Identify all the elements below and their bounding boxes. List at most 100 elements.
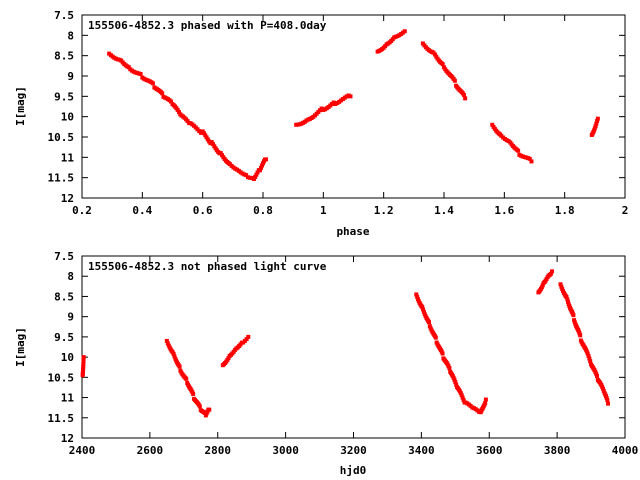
unphased-data-point [184,376,189,381]
phased-x-tick-label: 1.4 [434,204,454,217]
unphased-data-point [166,343,171,348]
unphased-data-point [605,398,610,403]
unphased-data-point [203,413,208,418]
phased-y-tick-label: 8.5 [54,50,74,63]
phased-data-point [176,110,181,115]
unphased-panel: 2400 2600 2800 3000 3200 3400 3600 3800 4000 7.5 8… [14,250,638,477]
unphased-data-point [81,359,86,364]
unphased-data-point [577,331,582,336]
phased-data-point [516,148,521,153]
phased-data-point [527,156,532,161]
phased-y-tick-label: 12 [61,192,74,205]
phased-y-tick-label: 7.5 [54,9,74,22]
phased-data-point [209,140,214,145]
unphased-y-tick-label: 10 [61,351,74,364]
unphased-data-point [483,401,488,406]
unphased-data-point [587,356,592,361]
unphased-data-point [447,366,452,371]
phased-data-point [432,52,437,57]
unphased-data-point [572,318,577,323]
phased-y-tick-label: 10.5 [48,131,75,144]
phased-data-point [592,126,597,131]
phased-data-point [452,78,457,83]
phased-x-tick-label: 0.6 [193,204,213,217]
unphased-data-point [427,324,432,329]
unphased-x-tick-label: 3200 [340,444,367,457]
unphased-data-point [550,269,555,274]
unphased-chart-title: 155506-4852.3 not phased light curve [88,260,327,273]
unphased-data-point [81,362,86,367]
phased-x-tick-label: 0.4 [132,204,152,217]
unphased-data-point [246,334,251,339]
unphased-data-point [165,341,170,346]
unphased-data-point [483,397,488,402]
unphased-data-point [164,338,169,343]
phased-y-tick-label: 9.5 [54,90,74,103]
unphased-data-point [460,395,465,400]
phased-data-point [257,168,262,173]
phased-data-point [212,144,217,149]
unphased-x-tick-label: 3400 [408,444,435,457]
phased-data-point [348,94,353,99]
unphased-y-tick-label: 12 [61,432,74,445]
phased-data-point [211,142,216,147]
unphased-data-point [565,299,570,304]
unphased-x-tick-label: 3800 [544,444,571,457]
unphased-data-point [197,404,202,409]
unphased-data-point [420,305,425,310]
phased-x-tick-label: 0.2 [72,204,92,217]
phased-data-point [247,175,252,180]
unphased-y-tick-label: 11.5 [48,412,75,425]
unphased-data-point [564,294,569,299]
phased-data-point [251,177,256,182]
phased-data-point [595,119,600,124]
unphased-data-point [81,366,86,371]
phased-x-tick-label: 1.8 [555,204,575,217]
unphased-data-point [207,407,212,412]
phased-data-point [261,161,265,166]
phased-x-tick-label: 2 [622,204,629,217]
unphased-data-point [604,395,609,400]
phased-axis-ticks: 0.2 0.4 0.6 0.8 1 1.2 1.4 1.6 1.8 2 7.5 8 8.5 9 9.5 10 1… [48,9,629,217]
unphased-data-point [415,297,420,302]
unphased-data-point [560,287,565,292]
phased-x-tick-label: 0.8 [253,204,273,217]
phased-y-tick-label: 9 [67,70,74,83]
phased-data-point [220,153,225,158]
phased-data-point [259,163,264,168]
unphased-data-point [451,375,456,380]
phased-data-point [150,81,155,86]
phased-data-point [253,174,258,179]
phased-y-tick-label: 8 [67,29,74,42]
unphased-data-point [585,351,590,356]
unphased-data-point [600,384,605,389]
unphased-data-point [81,355,86,360]
phased-data-point [168,99,173,104]
phased-data-point [126,65,131,70]
phased-data-point [490,122,495,127]
unphased-data-point [454,382,459,387]
unphased-data-point [81,364,86,369]
unphased-data-point [191,391,196,396]
unphased-data-point [421,309,426,314]
phased-data-point [593,124,598,129]
unphased-data-point [177,364,182,369]
phased-data-point [249,176,254,181]
unphased-data-point [578,333,583,338]
unphased-y-tick-label: 8 [67,270,74,283]
unphased-y-axis-label: I[mag] [14,327,27,367]
unphased-data-point [600,386,605,391]
unphased-data-point [584,349,589,354]
phased-x-tick-label: 1.6 [494,204,514,217]
phased-data-point [402,29,407,34]
unphased-data-point [427,320,432,325]
unphased-data-point [453,380,458,385]
phased-data-point [264,157,269,162]
unphased-y-tick-label: 10.5 [48,371,75,384]
unphased-data-point [433,335,438,340]
unphased-data-point [415,294,420,299]
unphased-data-point [540,283,545,288]
unphased-data-point [594,371,599,376]
phased-data-point [595,116,600,121]
unphased-data-point [601,388,606,393]
